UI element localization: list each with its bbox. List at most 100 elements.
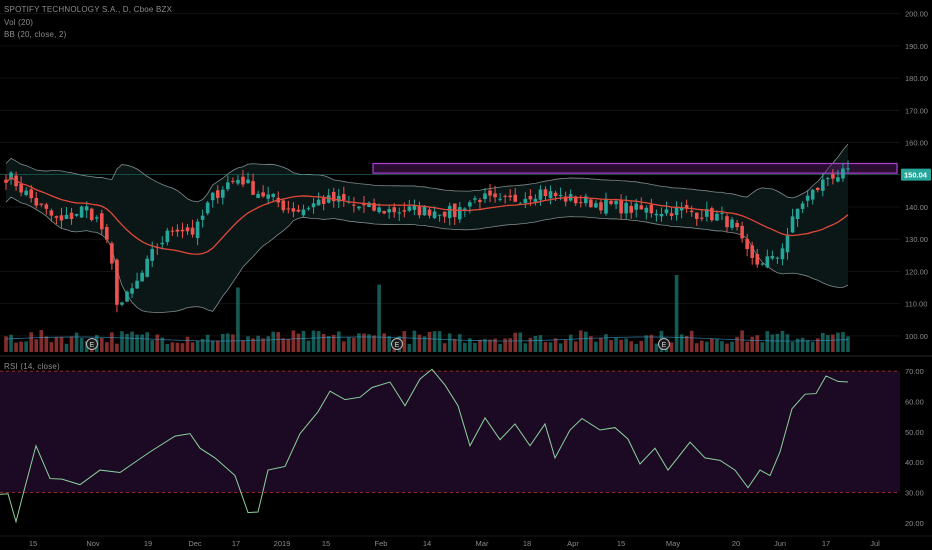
candle-body [841,168,845,179]
time-tick-label: 19 [144,539,152,548]
bb-legend[interactable]: BB (20, close, 2) [4,30,67,39]
candle-body [246,179,250,184]
candle-body [432,211,437,219]
candle-body [775,257,780,259]
volume-bar [342,341,346,352]
volume-bar [604,334,608,352]
candle-body [468,202,472,207]
rsi-tick-label: 60.00 [905,397,924,406]
volume-bar [64,343,69,352]
volume-bars [4,274,850,352]
candle-body [674,206,679,216]
volume-bar [4,336,8,352]
price-tick-label: 100.00 [905,332,928,341]
candle-body [377,207,381,213]
time-tick-label: 15 [322,539,330,548]
volume-bar [39,330,44,352]
volume-bar [261,338,265,352]
candle-body [281,200,286,211]
volume-bar [785,334,790,352]
volume-bar [614,337,618,352]
candle-body [185,227,190,232]
candle-body [69,212,74,219]
earnings-marker[interactable] [658,338,670,350]
candle-body [64,214,69,219]
volume-bar [493,338,497,352]
candle-body [170,230,175,232]
candle-body [478,199,482,203]
earnings-marker[interactable] [86,338,98,350]
candle-body [649,204,654,214]
volume-bar [755,335,760,352]
candle-body [634,203,639,210]
volume-bar [760,342,765,352]
volume-bar [518,332,523,352]
volume-bar [316,331,321,352]
volume-legend[interactable]: Vol (20) [4,18,34,27]
volume-bar [125,333,129,352]
candle-body [79,206,84,218]
rsi-line [0,368,849,524]
candle-body [760,263,765,265]
volume-bar [99,337,104,352]
candle-body [34,198,39,206]
candle-body [463,208,467,211]
candle-body [231,180,235,182]
volume-bar [815,338,820,352]
candle-body [790,216,795,233]
volume-bar [130,331,134,352]
candle-body [357,206,361,209]
candle-body [321,198,326,204]
candle-body [563,196,568,202]
candle-body [795,208,800,219]
candle-body [599,202,603,211]
volume-bar [457,334,462,352]
sma-path [5,176,849,255]
candle-body [715,213,719,221]
candle-body [19,183,23,193]
time-tick-label: 14 [423,539,431,548]
candle-body [720,212,724,214]
candle-body [105,227,109,240]
candle-body [805,195,810,201]
candle-body [326,195,331,203]
candle-body [205,202,210,214]
volume-bar [432,331,437,352]
volume-bar [780,330,785,352]
volume-bar [110,332,114,352]
candle-body [266,194,270,199]
symbol-legend[interactable]: SPOTIFY TECHNOLOGY S.A., D, Cboe BZX [4,5,173,14]
earnings-marker[interactable] [391,338,403,350]
candle-body [558,195,563,197]
volume-bar [730,341,734,352]
volume-bar [165,343,170,352]
volume-bar [140,334,144,352]
volume-bar [412,330,417,352]
volume-bar [437,331,442,352]
candle-body [826,178,830,180]
candle-body [740,225,744,239]
resistance-zone[interactable] [372,162,898,174]
volume-bar [59,336,64,352]
price-tick-label: 140.00 [905,203,928,212]
candle-body [130,288,134,294]
price-tick-label: 120.00 [905,267,928,276]
volume-bar [210,340,215,352]
volume-bar [44,336,49,352]
candle-body [538,189,543,200]
volume-bar [447,333,452,352]
candle-body [120,302,124,305]
volume-bar [573,341,578,352]
candle-body [578,202,583,204]
volume-bar [649,334,654,352]
price-tick-label: 190.00 [905,42,928,51]
earnings-marker-label: E [395,342,400,349]
time-tick-label: 15 [617,539,625,548]
time-axis[interactable]: 15 Nov 19 Dec 17 2019 15 Feb 14 Mar 18 Apr 15 May 20 Ju… [0,535,932,548]
candle-body [352,204,356,206]
candle-body [654,213,659,216]
rsi-legend[interactable]: RSI (14, close) [4,362,60,371]
volume-bar [24,341,28,352]
